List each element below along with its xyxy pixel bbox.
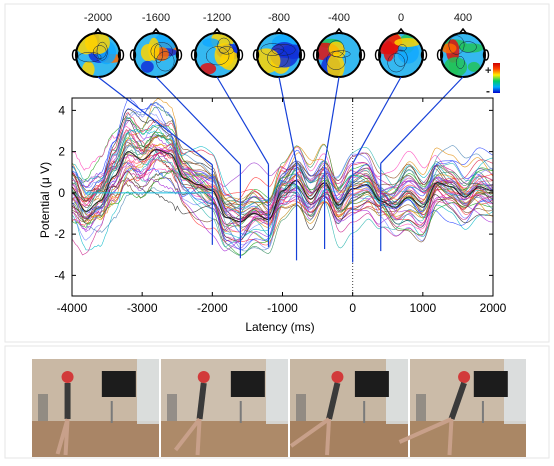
topomap-label: -1200 — [203, 12, 231, 24]
y-tick-label: -4 — [54, 268, 65, 282]
channel-trace — [72, 156, 493, 233]
topomap-ear-left — [374, 49, 382, 61]
y-tick-label: 0 — [58, 186, 65, 200]
topomap-ear-left — [252, 49, 260, 61]
topomap-connector — [155, 76, 241, 165]
topomap-connector — [352, 76, 402, 164]
channel-trace — [72, 132, 493, 249]
topomap-ear-left — [312, 49, 320, 61]
topomap-connector — [216, 76, 269, 165]
photo-frame — [289, 359, 408, 457]
y-tick-label: 4 — [58, 103, 65, 117]
channel-trace — [72, 131, 493, 223]
topomap-connector — [97, 76, 213, 166]
topomap-connector — [324, 76, 340, 164]
topomap-ear-left — [71, 49, 79, 61]
topomap-connector — [278, 76, 298, 165]
y-tick-label: -2 — [54, 227, 65, 241]
topomap-label: -400 — [328, 12, 350, 24]
topomap-ear-right — [236, 49, 244, 61]
topomap-ear-left — [129, 49, 137, 61]
plot-axes: Potential (μ V) Latency (ms) -4000 -3000 -… — [38, 97, 507, 334]
channel-trace — [72, 119, 493, 244]
colorbar-gradient — [493, 63, 500, 93]
channel-trace — [72, 112, 493, 215]
topomap-label: -800 — [268, 12, 290, 24]
topomap-label: 0 — [398, 12, 404, 24]
channel-trace — [72, 143, 493, 220]
mean-trace — [72, 149, 493, 223]
channel-trace — [72, 125, 493, 213]
topomap-ear-right — [358, 49, 366, 61]
channel-trace — [72, 143, 493, 225]
topomap-ear-right — [420, 49, 428, 61]
channel-trace — [72, 130, 493, 241]
x-tick-label: 2000 — [480, 301, 507, 315]
topomap-connector — [380, 76, 464, 164]
topomap-ear-right — [482, 49, 490, 61]
colorbar: + - — [485, 63, 500, 98]
photo-strip — [32, 359, 526, 457]
channel-trace — [72, 143, 493, 225]
photo-frame — [32, 359, 159, 457]
topomap-label: -1600 — [142, 12, 170, 24]
colorbar-plus-label: + — [485, 65, 491, 77]
topomap-0 — [379, 33, 423, 77]
channel-trace — [72, 149, 493, 251]
channel-trace — [72, 169, 493, 219]
topomap-connectors — [97, 76, 464, 263]
topomap-ear-right — [117, 49, 125, 61]
topomap-ear-right — [175, 49, 183, 61]
y-axis-label: Potential (μ V) — [38, 162, 52, 238]
channel-trace — [72, 128, 493, 225]
x-axis-label: Latency (ms) — [245, 320, 314, 334]
topomap-ear-left — [436, 49, 444, 61]
x-tick-label: 0 — [349, 301, 356, 315]
channel-trace — [72, 133, 493, 213]
x-tick-label: -2000 — [197, 301, 228, 315]
channel-trace — [72, 170, 493, 233]
colorbar-minus-label: - — [486, 84, 490, 98]
channel-trace — [72, 129, 493, 209]
x-tick-label: -4000 — [57, 301, 88, 315]
x-tick-label: 1000 — [409, 301, 436, 315]
topomap-label: 400 — [454, 12, 472, 24]
topomap--2000 — [76, 33, 120, 77]
channel-trace — [72, 102, 493, 252]
topomap-ear-right — [298, 49, 306, 61]
topomap--1600 — [134, 33, 178, 77]
channel-trace — [72, 98, 493, 251]
channel-trace — [72, 146, 493, 206]
channel-trace — [72, 170, 493, 224]
channel-trace — [72, 149, 493, 249]
photo-frame — [398, 359, 526, 457]
x-tick-label: -1000 — [267, 301, 298, 315]
topomap-row: -2000 -1600 -1200 -800 -400 0 400 — [71, 12, 490, 78]
topomap--800 — [257, 33, 301, 77]
channel-trace — [72, 112, 493, 234]
topomap-ear-left — [190, 49, 198, 61]
photo-frame — [161, 359, 288, 457]
butterfly-plot — [72, 98, 493, 296]
topomap-label: -2000 — [84, 12, 112, 24]
y-tick-label: 2 — [58, 145, 65, 159]
channel-traces — [72, 98, 493, 256]
x-tick-label: -3000 — [127, 301, 158, 315]
topomap--400 — [317, 33, 361, 77]
